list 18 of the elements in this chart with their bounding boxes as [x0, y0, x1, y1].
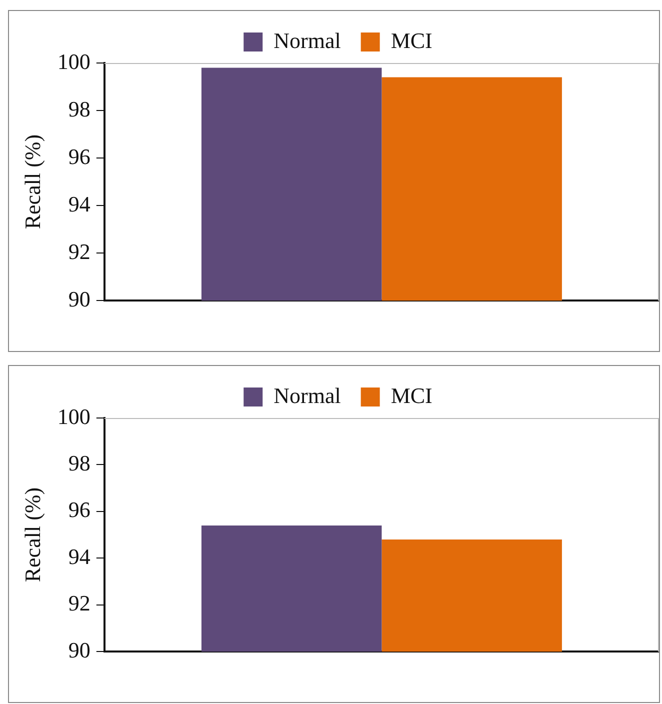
- y-tick-label: 92: [68, 238, 90, 264]
- y-tick-label: 90: [68, 286, 90, 312]
- y-tick-label: 94: [68, 544, 90, 569]
- y-tick-label: 98: [68, 450, 90, 476]
- y-tick-label: 98: [68, 96, 90, 122]
- legend-label: MCI: [390, 28, 432, 53]
- y-tick-label: 100: [57, 404, 90, 429]
- y-tick-label: 92: [68, 590, 90, 616]
- legend-label: Normal: [274, 28, 341, 53]
- y-tick-label: 100: [57, 48, 90, 74]
- y-tick-label: 90: [68, 637, 90, 662]
- y-tick-label: 96: [68, 497, 90, 522]
- y-axis-title: Recall (%): [20, 134, 45, 230]
- y-tick-label: 96: [68, 144, 90, 169]
- legend-label: Normal: [274, 382, 341, 408]
- y-tick-label: 94: [68, 191, 90, 216]
- y-axis-title: Recall (%): [20, 487, 45, 582]
- legend-label: MCI: [390, 382, 432, 408]
